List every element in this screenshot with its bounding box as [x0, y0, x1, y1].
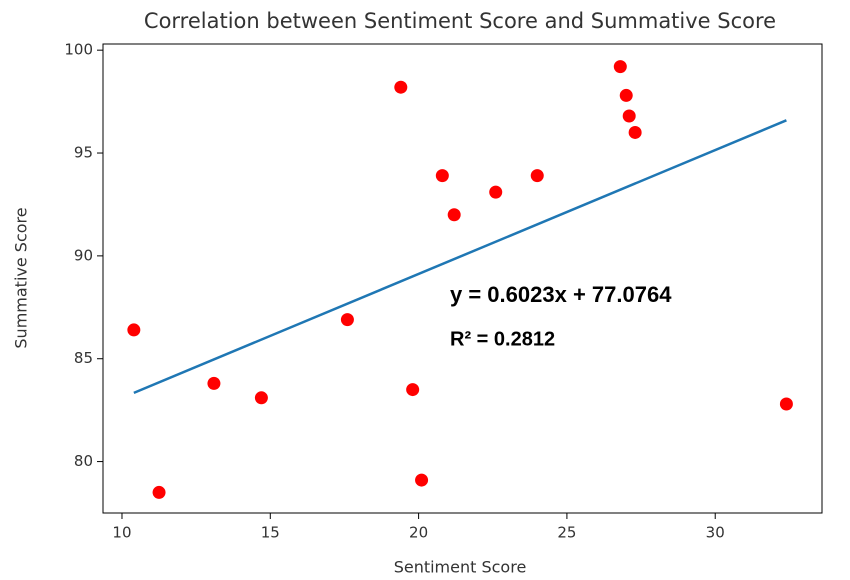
- point: [628, 125, 642, 139]
- annotation: y = 0.6023x + 77.0764: [450, 282, 672, 307]
- x-tick-label: 15: [261, 524, 280, 542]
- y-tick-label: 85: [74, 349, 93, 367]
- point: [406, 383, 420, 397]
- point: [530, 169, 544, 183]
- y-tick-label: 100: [64, 41, 93, 59]
- point: [152, 485, 166, 499]
- point: [779, 397, 793, 411]
- chart-title: Correlation between Sentiment Score and …: [144, 9, 776, 33]
- point: [622, 109, 636, 123]
- y-tick-label: 80: [74, 452, 93, 470]
- point: [447, 208, 461, 222]
- point: [435, 169, 449, 183]
- point: [489, 185, 503, 199]
- point: [613, 60, 627, 74]
- point: [254, 391, 268, 405]
- annotation: R² = 0.2812: [450, 328, 555, 350]
- y-tick-label: 95: [74, 144, 93, 162]
- point: [415, 473, 429, 487]
- point: [127, 323, 141, 337]
- x-tick-label: 25: [557, 524, 576, 542]
- point: [619, 88, 633, 102]
- y-tick-label: 90: [74, 246, 93, 264]
- y-axis-label: Summative Score: [12, 207, 31, 348]
- point: [340, 313, 354, 327]
- point: [394, 80, 408, 94]
- plot-frame: [102, 43, 823, 514]
- point: [207, 376, 221, 390]
- x-axis-label: Sentiment Score: [394, 558, 527, 577]
- x-tick-label: 10: [112, 524, 131, 542]
- trend-line: [133, 119, 787, 395]
- x-tick-label: 20: [409, 524, 428, 542]
- x-tick-label: 30: [706, 524, 725, 542]
